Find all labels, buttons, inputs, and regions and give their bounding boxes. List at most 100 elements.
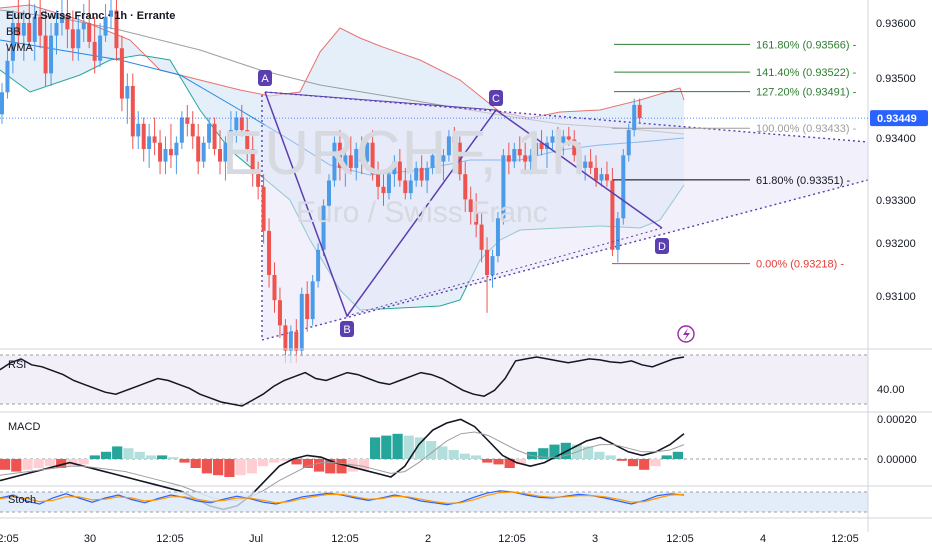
macd-hist-bar-35	[392, 433, 403, 459]
macd-hist-bar-0	[0, 459, 11, 470]
time-tick-7: 3	[592, 533, 598, 545]
macd-tick-0: 0.00020	[877, 414, 917, 426]
macd-hist-bar-45	[504, 459, 515, 468]
macd-hist-bar-38	[426, 441, 437, 459]
candle-body-1	[5, 60, 10, 93]
macd-hist-bar-17	[190, 459, 201, 468]
candle-body-56	[305, 293, 310, 320]
fibonacci-levels: 161.80% (0.93566) - 141.40% (0.93522) - 12…	[612, 39, 857, 271]
candle-body-116	[632, 104, 637, 131]
candle-body-69	[376, 174, 381, 187]
candle-body-38	[207, 123, 212, 143]
macd-hist-bar-18	[201, 459, 212, 474]
candle-body-7	[38, 16, 43, 36]
time-tick-5: 2	[425, 533, 431, 545]
time-tick-4: 12:05	[331, 533, 359, 545]
macd-hist-bar-58	[650, 459, 661, 467]
candle-body-115	[626, 130, 631, 156]
candle-body-107	[583, 161, 588, 168]
candle-body-93	[506, 155, 511, 162]
abcd-path	[264, 91, 663, 318]
candle-body-10	[54, 23, 59, 36]
macd-hist-bar-13	[145, 455, 156, 459]
candle-body-109	[594, 167, 599, 181]
candle-body-48	[261, 186, 266, 231]
candle-body-85	[463, 174, 468, 200]
fib-label-4: 61.80% (0.93351) -	[756, 175, 851, 187]
candlesticks	[0, 0, 642, 364]
rsi-line	[0, 356, 685, 407]
candle-body-19	[103, 16, 108, 36]
macd-hist-bar-48	[538, 448, 549, 459]
time-tick-6: 12:05	[498, 533, 526, 545]
triangle-pattern	[261, 91, 869, 341]
macd-hist-bar-55	[616, 459, 627, 461]
candle-body-4	[21, 23, 26, 36]
candle-body-76	[414, 167, 419, 181]
candle-body-9	[49, 35, 54, 74]
a-c-line	[264, 91, 497, 111]
candle-body-46	[250, 149, 255, 175]
candle-body-63	[343, 155, 348, 168]
candle-body-96	[523, 155, 528, 162]
macd-hist-bar-32	[358, 459, 369, 470]
time-tick-10: 12:05	[831, 533, 859, 545]
candle-body-114	[621, 155, 626, 219]
macd-hist-bar-43	[482, 459, 493, 463]
candle-body-31	[168, 149, 173, 156]
candle-body-53	[288, 331, 293, 351]
indicator-wma-label[interactable]: WMA	[6, 42, 33, 54]
candle-body-25	[136, 123, 141, 137]
candle-body-117	[637, 104, 642, 119]
bb-upper-line	[0, 4, 685, 119]
macd-hist-bar-23	[257, 459, 269, 467]
candle-body-52	[283, 325, 288, 351]
abcd-pattern: A B C D	[258, 70, 695, 343]
symbol-title[interactable]: Euro / Swiss Franc · 1h · Errante	[6, 10, 176, 22]
macd-hist-bar-24	[269, 459, 280, 463]
time-tick-9: 4	[760, 533, 766, 545]
candle-body-70	[381, 186, 386, 194]
candle-body-11	[59, 16, 64, 23]
macd-hist-bar-53	[594, 451, 605, 459]
rsi-title: RSI	[8, 359, 26, 371]
candle-body-113	[615, 218, 620, 250]
candle-body-87	[474, 212, 479, 225]
rsi-level-label: 40.00	[877, 384, 905, 396]
macd-hist-bar-29	[325, 459, 336, 474]
fib-label-1: 141.40% (0.93522) -	[756, 67, 857, 79]
indicator-bb-label[interactable]: BB	[6, 26, 21, 38]
candle-body-62	[337, 142, 342, 168]
candle-body-71	[386, 174, 391, 194]
candle-body-104	[566, 136, 571, 140]
macd-hist-bar-60	[672, 451, 683, 459]
candle-body-103	[561, 136, 566, 143]
candle-body-97	[528, 155, 533, 162]
price-tick-3: 0.93300	[876, 195, 916, 207]
macd-hist-bar-28	[314, 459, 325, 472]
macd-hist-bar-15	[168, 457, 179, 459]
price-tick-4: 0.93200	[876, 238, 916, 250]
candle-body-47	[256, 174, 261, 187]
macd-hist-bar-34	[381, 435, 392, 459]
candle-body-54	[294, 331, 299, 351]
candle-body-0	[0, 92, 4, 115]
candle-body-13	[70, 29, 75, 49]
point-label-c: C	[492, 93, 500, 105]
candle-body-32	[174, 142, 179, 156]
stoch-title: Stoch	[8, 494, 36, 506]
candle-body-101	[550, 136, 555, 143]
macd-hist-bar-40	[448, 450, 459, 459]
candle-body-20	[109, 10, 113, 17]
candle-body-3	[16, 23, 21, 36]
time-tick-2: 12:05	[156, 533, 184, 545]
macd-hist-bar-12	[134, 451, 145, 459]
macd-hist-bar-25	[280, 459, 291, 461]
candle-body-105	[572, 139, 577, 156]
macd-hist-bar-39	[437, 446, 448, 459]
point-label-d: D	[658, 241, 666, 253]
macd-hist-bar-1	[11, 459, 22, 472]
macd-hist-bar-4	[44, 459, 56, 467]
candle-body-41	[223, 142, 228, 162]
